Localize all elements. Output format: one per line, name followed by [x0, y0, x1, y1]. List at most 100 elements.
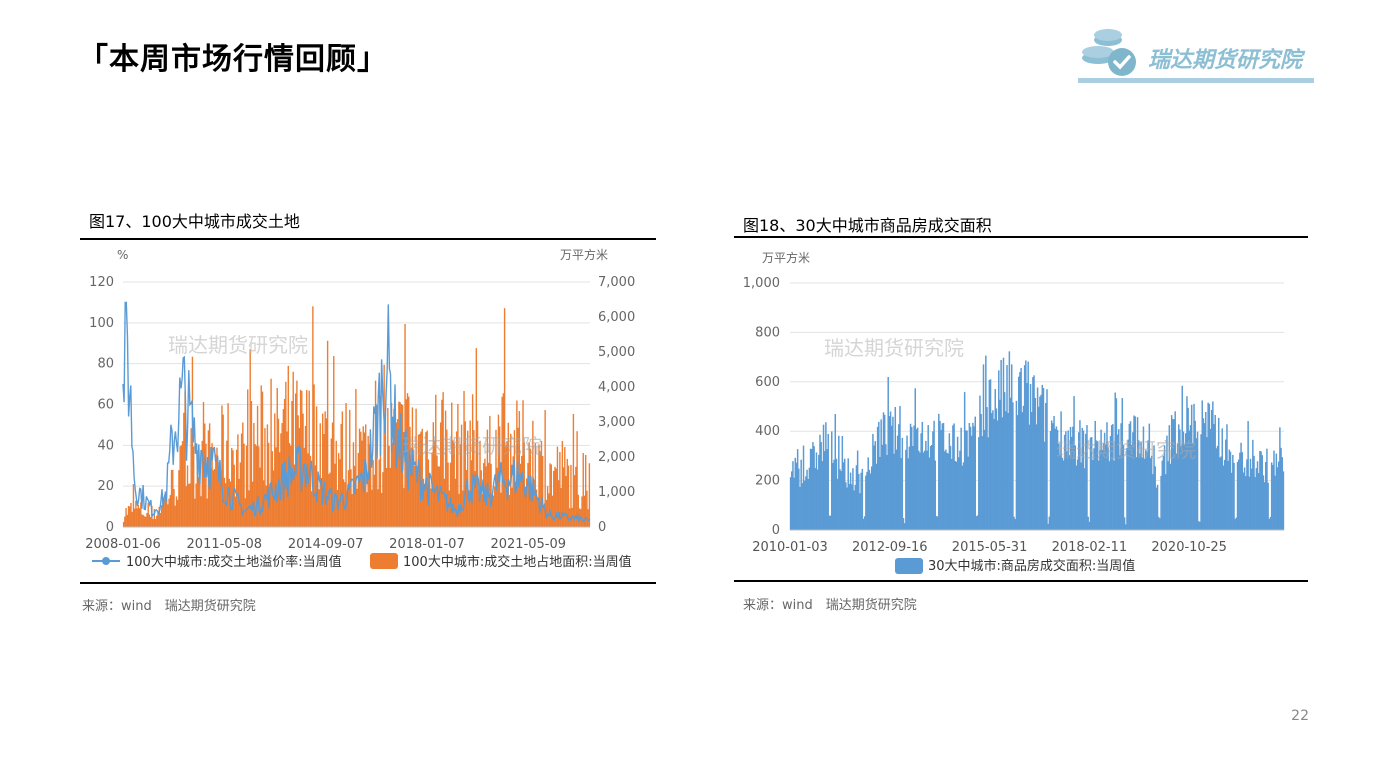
chart2-bar — [1068, 455, 1071, 530]
chart1-bar — [173, 489, 175, 527]
chart2-bar — [1281, 457, 1283, 530]
chart2-bar — [968, 423, 971, 530]
chart1-bar — [325, 418, 328, 527]
chart2-bar — [859, 493, 861, 530]
chart2-bar — [914, 388, 917, 530]
chart2-bar — [1182, 431, 1185, 530]
chart1-bar — [575, 466, 577, 527]
chart2-bar — [1146, 451, 1148, 530]
chart1-title: 图17、100大中城市成交土地 — [89, 212, 300, 231]
chart1-bar — [379, 395, 382, 527]
chart1-bar — [577, 494, 580, 527]
chart1-bar — [340, 423, 342, 527]
chart2-bar — [834, 414, 837, 530]
chart2-bar — [1036, 387, 1039, 530]
chart1-bar — [297, 415, 299, 527]
chart1-left-tick: 40 — [97, 438, 114, 453]
chart1-bar — [382, 472, 384, 527]
chart2-bar — [851, 484, 853, 530]
chart1-bar — [412, 449, 415, 527]
chart1-bar — [293, 464, 296, 527]
chart1-bar — [138, 508, 141, 527]
chart2-bar — [974, 416, 976, 530]
chart2-bar — [1074, 445, 1076, 530]
chart1-bar — [254, 444, 256, 527]
chart1-bar — [313, 384, 315, 527]
chart2-bar — [966, 430, 968, 530]
chart1-bar — [186, 465, 189, 527]
chart2-bar — [840, 471, 842, 530]
chart1-bar — [507, 422, 509, 527]
chart2-bar — [1203, 423, 1206, 530]
chart2-bar — [1075, 465, 1078, 530]
chart1-bar — [392, 442, 394, 527]
chart2-bar — [792, 461, 794, 530]
chart2-bar — [978, 437, 980, 530]
chart2-y-tick: 400 — [755, 424, 780, 439]
chart1-watermark: 瑞达期货研究院 — [168, 333, 308, 357]
chart1-bar — [157, 511, 159, 527]
chart2-bar — [1041, 384, 1044, 530]
chart2-bar — [1220, 456, 1222, 530]
chart1-bar — [132, 484, 135, 527]
chart2-bar — [919, 452, 921, 530]
chart2-bar — [883, 414, 886, 530]
chart2-bar — [1202, 418, 1205, 530]
chart2-bar — [1239, 452, 1241, 530]
chart1-bar — [496, 467, 498, 527]
chart2-bar — [1007, 412, 1009, 530]
chart2-bar — [1085, 433, 1087, 530]
chart1-bar — [533, 479, 535, 527]
chart1-bar — [192, 446, 195, 527]
chart1-bar — [317, 476, 319, 527]
chart1-bar — [398, 401, 400, 527]
chart2-bar — [943, 451, 946, 530]
chart2-bar — [1049, 431, 1052, 530]
chart1-bar — [234, 496, 237, 527]
chart1-bar — [449, 462, 452, 527]
chart2-bar — [831, 431, 833, 530]
chart1-bar — [457, 404, 459, 527]
chart1-bar — [560, 488, 562, 527]
chart1-bar — [323, 434, 325, 527]
chart1-bar — [125, 508, 127, 527]
chart1-bar — [420, 431, 422, 527]
chart2-bar — [963, 392, 966, 530]
chart1-bar — [339, 459, 341, 527]
chart1-bar — [465, 470, 468, 527]
chart2-bar — [910, 426, 913, 530]
chart1-bar — [188, 483, 190, 527]
chart1-bar — [404, 323, 406, 527]
chart2-bar — [1186, 396, 1188, 530]
chart2-bar — [1260, 451, 1262, 530]
chart1-bar — [371, 489, 373, 527]
chart2-bar — [958, 457, 960, 530]
chart2-bar — [1197, 521, 1200, 530]
chart1-bar — [559, 452, 561, 527]
chart1-bar — [333, 356, 335, 527]
chart2-bar — [1280, 447, 1282, 530]
chart1-bar — [573, 475, 576, 527]
chart2-bar — [1206, 437, 1208, 530]
chart1-bar — [480, 470, 482, 527]
chart1-bar — [140, 502, 142, 527]
chart2-bar — [1242, 472, 1245, 530]
chart2-bar — [934, 460, 937, 530]
chart2-bar — [1222, 465, 1225, 530]
chart1-bar — [232, 450, 234, 527]
chart1-bar — [306, 390, 308, 527]
chart2-bar — [1159, 518, 1161, 530]
chart2-bar — [1114, 392, 1116, 530]
chart2-bar — [1193, 403, 1195, 530]
chart2-bar — [1212, 401, 1214, 530]
chart2-bar — [1167, 461, 1169, 530]
chart2-bar — [845, 482, 847, 530]
chart2-bar — [908, 446, 911, 530]
chart2-bar — [1262, 475, 1265, 530]
chart1-bar — [361, 440, 363, 527]
chart1-legend-bar-marker — [370, 553, 398, 569]
chart2-bar — [979, 395, 981, 530]
chart2-bar — [1006, 365, 1008, 530]
chart1-bar — [548, 493, 550, 527]
chart1-bar — [308, 390, 310, 527]
